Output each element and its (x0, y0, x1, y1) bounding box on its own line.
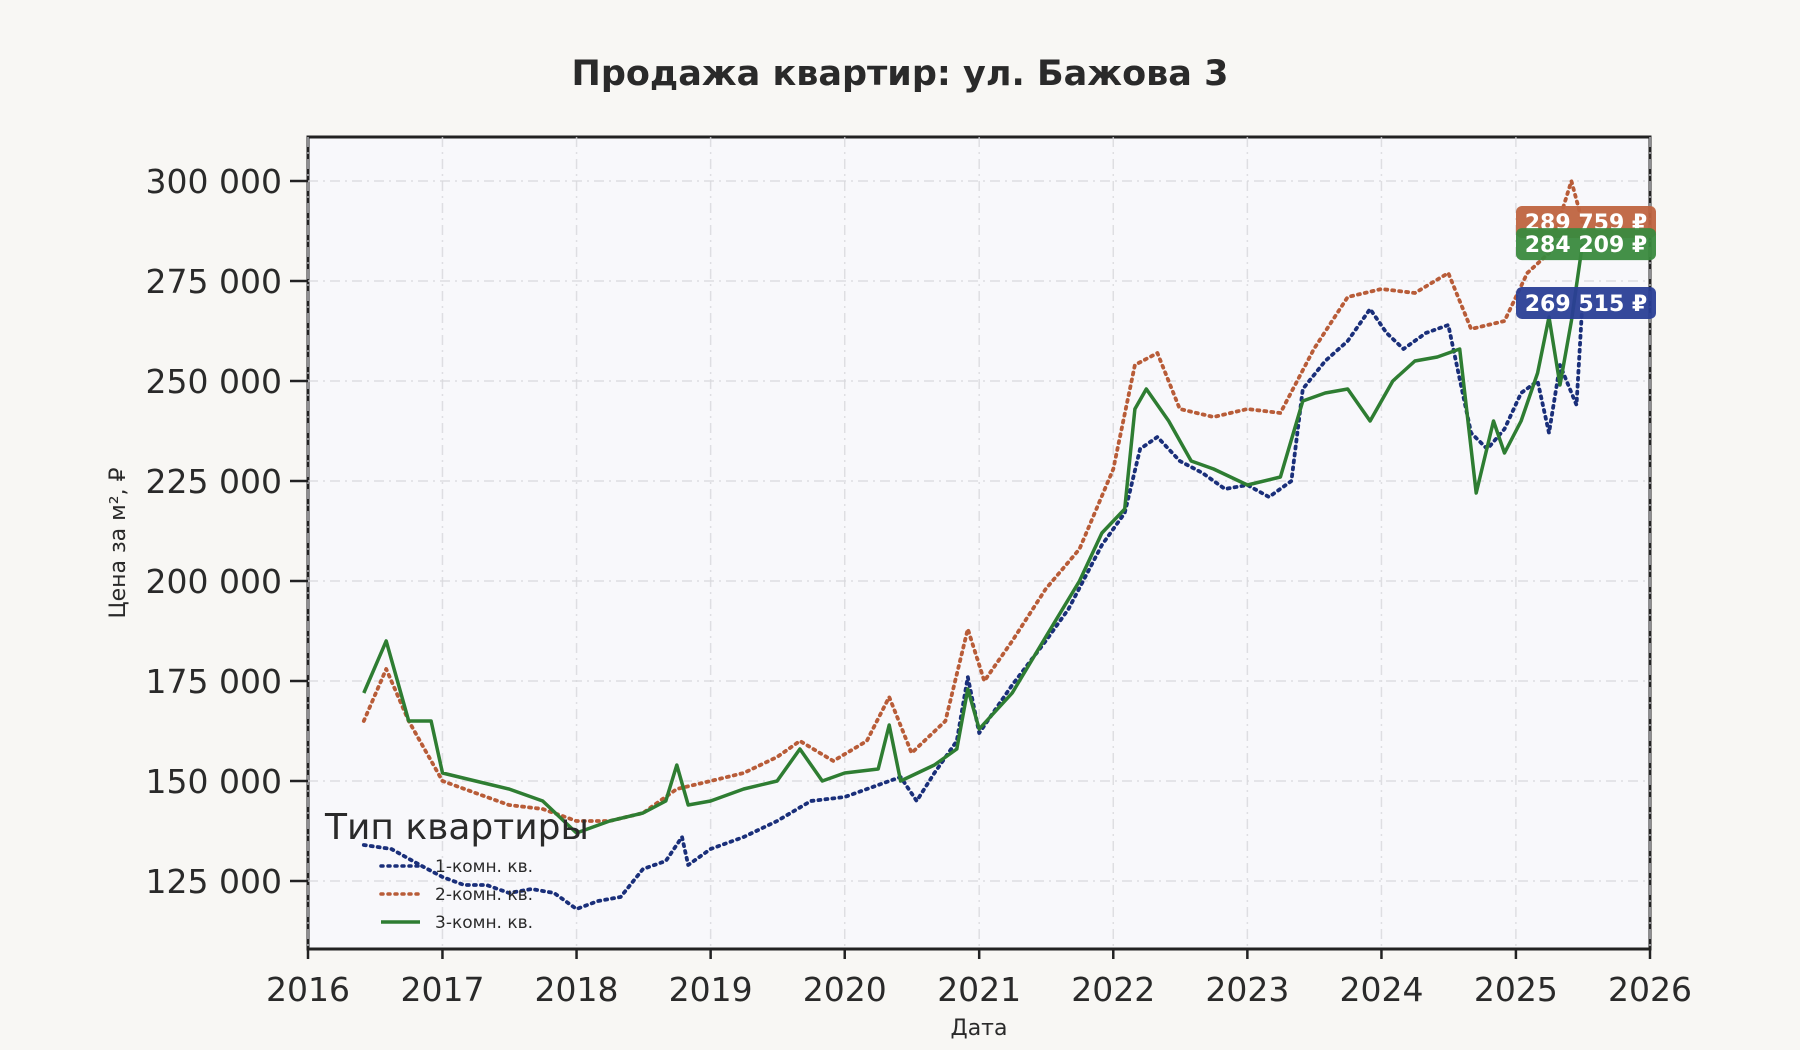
x-tick-label: 2025 (1474, 970, 1558, 1009)
end-label-box (1516, 286, 1656, 319)
y-tick-label: 275 000 (146, 262, 282, 301)
legend-label: 2-комн. кв. (435, 885, 533, 905)
x-axis-label: Дата (951, 1016, 1008, 1041)
x-tick-label: 2020 (803, 970, 887, 1009)
end-label: 284 209 ₽ (1516, 228, 1656, 261)
chart-title: Продажа квартир: ул. Бажова 3 (572, 54, 1229, 94)
x-tick-label: 2021 (937, 970, 1021, 1009)
legend-label: 1-комн. кв. (435, 857, 533, 877)
grid (307, 137, 1651, 949)
end-label-text: 269 515 ₽ (1525, 292, 1647, 317)
x-tick-label: 2018 (535, 970, 619, 1009)
y-tick-label: 125 000 (146, 862, 282, 901)
x-tick-label: 2024 (1339, 970, 1423, 1009)
legend-title: Тип квартиры (324, 807, 589, 848)
y-tick-label: 300 000 (146, 162, 282, 201)
x-tick-label: 2019 (669, 970, 753, 1009)
x-tick-label: 2022 (1071, 970, 1155, 1009)
legend: Тип квартиры 1-комн. кв. 2-комн. кв. 3-ком… (324, 807, 589, 933)
series-line (362, 243, 1585, 835)
end-labels: 269 515 ₽289 759 ₽284 209 ₽ (1516, 205, 1656, 319)
y-tick-label: 175 000 (146, 662, 282, 701)
y-tick-label: 150 000 (146, 762, 282, 801)
y-axis-label: Цена за м², ₽ (106, 467, 131, 618)
series-lines (361, 179, 1585, 911)
end-label-text: 284 209 ₽ (1525, 233, 1647, 258)
x-tick-label: 2016 (266, 970, 350, 1009)
legend-label: 3-комн. кв. (435, 913, 533, 933)
end-label: 269 515 ₽ (1516, 286, 1656, 319)
end-label-box (1516, 228, 1656, 261)
axes: 2016 2017 2018 2019 2020 2021 2022 2023 2024 2025… (146, 162, 1692, 1009)
x-tick-label: 2023 (1205, 970, 1289, 1009)
series-line (361, 179, 1585, 823)
x-tick-label: 2026 (1608, 970, 1692, 1009)
y-tick-label: 250 000 (146, 362, 282, 401)
y-tick-label: 225 000 (146, 462, 282, 501)
x-tick-label: 2017 (400, 970, 484, 1009)
y-tick-label: 200 000 (146, 562, 282, 601)
